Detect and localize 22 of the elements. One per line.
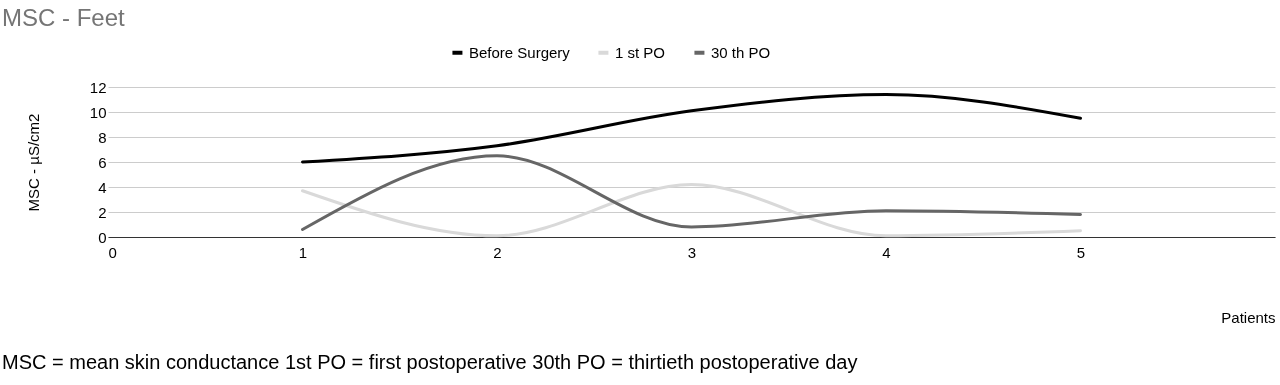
- y-tick-label: 2: [98, 203, 107, 221]
- line-series: [301, 154, 1082, 231]
- y-tick-label: 4: [98, 178, 107, 196]
- line-series: [301, 183, 1082, 238]
- x-axis-title: Patients: [1221, 308, 1276, 326]
- legend-label: Before Surgery: [468, 43, 571, 61]
- y-axis-title: MSC - µS/cm2: [24, 113, 42, 212]
- line-series: [301, 93, 1082, 164]
- chart-title: MSC - Feet: [2, 4, 126, 31]
- y-tick-label: 12: [89, 78, 107, 96]
- y-tick-label: 6: [98, 153, 107, 171]
- y-tick-label: 10: [89, 103, 107, 121]
- legend-label: 1 st PO: [614, 43, 665, 61]
- text: MSC = mean skin conductance 1st PO = first postoperative 30th PO = thirtieth postoperative day: [2, 351, 858, 373]
- x-tick-label: 2: [493, 243, 502, 261]
- y-tick-label: 8: [98, 128, 107, 146]
- y-tick-label: 0: [98, 228, 107, 246]
- x-tick-label: 1: [298, 243, 308, 261]
- x-tick-label: 3: [687, 243, 697, 261]
- x-tick-label: 5: [1076, 243, 1086, 261]
- x-tick-label: 4: [882, 243, 891, 261]
- legend-label: 30 th PO: [710, 43, 771, 61]
